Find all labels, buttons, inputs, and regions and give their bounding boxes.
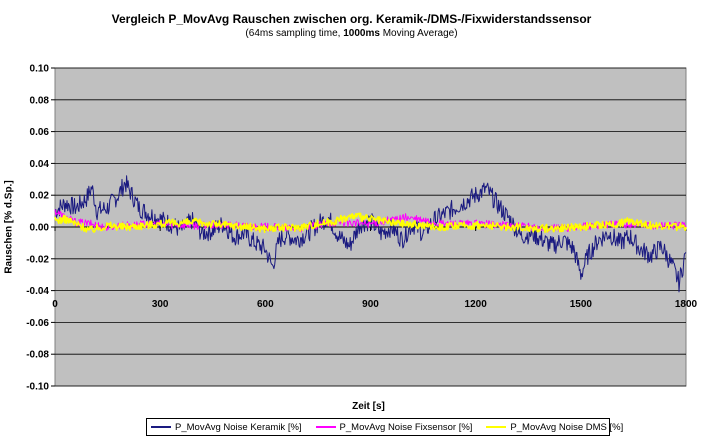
x-tick-label: 1500 bbox=[570, 299, 593, 310]
chart-title: Vergleich P_MovAvg Rauschen zwischen org… bbox=[111, 12, 592, 26]
legend-swatch-keramik bbox=[151, 426, 171, 428]
legend-item-fixsensor: P_MovAvg Noise Fixsensor [%] bbox=[315, 421, 473, 433]
x-tick-label: 1200 bbox=[465, 299, 488, 310]
legend-label-keramik: P_MovAvg Noise Keramik [%] bbox=[175, 421, 302, 433]
legend-item-dms: P_MovAvg Noise DMS [%] bbox=[486, 422, 623, 433]
y-tick-label: 0.02 bbox=[30, 191, 50, 202]
legend: P_MovAvg Noise Keramik [%] P_MovAvg Nois… bbox=[146, 418, 623, 436]
y-tick-label: 0.00 bbox=[30, 223, 50, 234]
y-tick-label: -0.10 bbox=[26, 382, 49, 393]
series-line bbox=[54, 212, 687, 234]
y-tick-label: 0.06 bbox=[30, 127, 50, 138]
y-tick-label: -0.04 bbox=[26, 286, 49, 297]
series-group bbox=[54, 175, 687, 293]
legend-item-keramik: P_MovAvg Noise Keramik [%] bbox=[151, 422, 302, 433]
legend-swatch-dms bbox=[486, 426, 507, 428]
chart-subtitle: (64ms sampling time, 1000ms Moving Avera… bbox=[0, 28, 703, 39]
y-axis-label: Rauschen [% d.Sp.] bbox=[3, 180, 15, 274]
x-tick-label: 300 bbox=[152, 299, 169, 310]
subtitle-suffix: Moving Average) bbox=[379, 28, 458, 39]
y-tick-label: 0.10 bbox=[30, 64, 50, 75]
y-tick-label: 0.04 bbox=[30, 159, 50, 170]
y-tick-label: -0.08 bbox=[26, 350, 49, 361]
x-tick-label: 1800 bbox=[675, 299, 698, 310]
subtitle-prefix: (64ms sampling time, bbox=[245, 28, 344, 39]
x-axis-label: Zeit [s] bbox=[352, 401, 385, 412]
x-tick-label: 900 bbox=[362, 299, 379, 310]
y-tick-label: -0.06 bbox=[26, 318, 49, 329]
legend-swatch-fixsensor bbox=[315, 426, 336, 428]
y-axis-ticks: 0.10 0.08 0.06 0.04 0.02 0.00 -0.02 -0.04 -0.06 -… bbox=[26, 64, 55, 393]
y-tick-label: 0.08 bbox=[30, 95, 50, 106]
legend-label-dms: P_MovAvg Noise DMS [%] bbox=[510, 421, 624, 433]
legend-label-fixsensor: P_MovAvg Noise Fixsensor [%] bbox=[339, 421, 473, 433]
subtitle-bold: 1000ms bbox=[343, 28, 380, 39]
x-tick-label: 0 bbox=[52, 299, 58, 310]
x-axis-label-wrap: Zeit [s] bbox=[0, 396, 703, 414]
x-tick-label: 600 bbox=[257, 299, 274, 310]
y-tick-label: -0.02 bbox=[26, 254, 49, 265]
